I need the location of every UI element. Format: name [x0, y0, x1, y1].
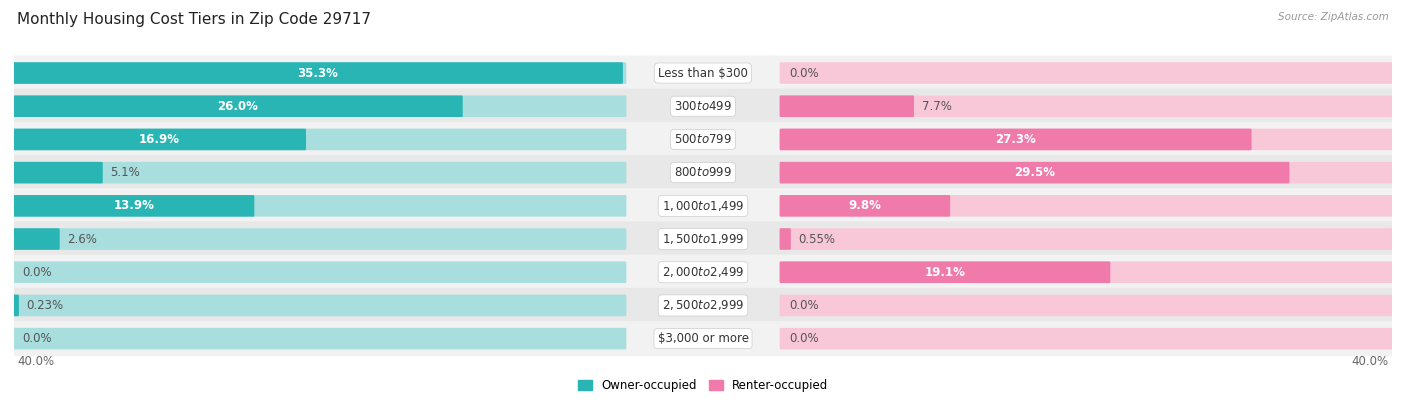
FancyBboxPatch shape [13, 295, 18, 316]
FancyBboxPatch shape [13, 295, 626, 316]
Text: 27.3%: 27.3% [995, 133, 1036, 146]
FancyBboxPatch shape [13, 162, 626, 183]
FancyBboxPatch shape [13, 129, 307, 150]
Text: 26.0%: 26.0% [218, 100, 259, 113]
FancyBboxPatch shape [780, 162, 1289, 183]
FancyBboxPatch shape [13, 328, 626, 349]
FancyBboxPatch shape [780, 129, 1393, 150]
FancyBboxPatch shape [780, 129, 1251, 150]
Text: 35.3%: 35.3% [298, 66, 339, 80]
Text: 0.0%: 0.0% [789, 66, 818, 80]
FancyBboxPatch shape [13, 62, 623, 84]
FancyBboxPatch shape [13, 321, 1393, 356]
Text: $300 to $499: $300 to $499 [673, 100, 733, 113]
FancyBboxPatch shape [780, 261, 1111, 283]
FancyBboxPatch shape [13, 195, 254, 217]
Text: $1,000 to $1,499: $1,000 to $1,499 [662, 199, 744, 213]
Text: 0.23%: 0.23% [27, 299, 63, 312]
FancyBboxPatch shape [780, 295, 1393, 316]
FancyBboxPatch shape [13, 255, 1393, 290]
Text: 0.55%: 0.55% [799, 232, 835, 246]
Text: Monthly Housing Cost Tiers in Zip Code 29717: Monthly Housing Cost Tiers in Zip Code 2… [17, 12, 371, 27]
FancyBboxPatch shape [13, 162, 103, 183]
FancyBboxPatch shape [780, 228, 790, 250]
FancyBboxPatch shape [13, 56, 1393, 90]
Text: 5.1%: 5.1% [111, 166, 141, 179]
FancyBboxPatch shape [780, 195, 950, 217]
Text: 9.8%: 9.8% [848, 199, 882, 212]
FancyBboxPatch shape [13, 62, 626, 84]
FancyBboxPatch shape [13, 228, 626, 250]
Text: 40.0%: 40.0% [17, 355, 55, 368]
Text: 0.0%: 0.0% [789, 299, 818, 312]
FancyBboxPatch shape [13, 261, 626, 283]
Text: 7.7%: 7.7% [922, 100, 952, 113]
FancyBboxPatch shape [13, 222, 1393, 256]
Text: 19.1%: 19.1% [925, 266, 966, 279]
Text: 13.9%: 13.9% [114, 199, 155, 212]
FancyBboxPatch shape [780, 62, 1393, 84]
Text: $800 to $999: $800 to $999 [673, 166, 733, 179]
Text: 0.0%: 0.0% [22, 266, 52, 279]
FancyBboxPatch shape [13, 95, 463, 117]
FancyBboxPatch shape [780, 328, 1393, 349]
FancyBboxPatch shape [13, 129, 626, 150]
Text: Less than $300: Less than $300 [658, 66, 748, 80]
FancyBboxPatch shape [780, 162, 1393, 183]
Text: $2,500 to $2,999: $2,500 to $2,999 [662, 298, 744, 312]
FancyBboxPatch shape [13, 155, 1393, 190]
Text: 29.5%: 29.5% [1014, 166, 1054, 179]
Text: 0.0%: 0.0% [789, 332, 818, 345]
FancyBboxPatch shape [13, 89, 1393, 124]
Text: $3,000 or more: $3,000 or more [658, 332, 748, 345]
FancyBboxPatch shape [780, 195, 1393, 217]
FancyBboxPatch shape [13, 188, 1393, 223]
Text: 0.0%: 0.0% [22, 332, 52, 345]
FancyBboxPatch shape [13, 288, 1393, 323]
FancyBboxPatch shape [13, 95, 626, 117]
Text: $500 to $799: $500 to $799 [673, 133, 733, 146]
FancyBboxPatch shape [13, 228, 59, 250]
FancyBboxPatch shape [780, 261, 1393, 283]
Text: $1,500 to $1,999: $1,500 to $1,999 [662, 232, 744, 246]
FancyBboxPatch shape [780, 228, 1393, 250]
Text: 16.9%: 16.9% [139, 133, 180, 146]
FancyBboxPatch shape [780, 95, 1393, 117]
Text: $2,000 to $2,499: $2,000 to $2,499 [662, 265, 744, 279]
Text: 2.6%: 2.6% [67, 232, 97, 246]
Text: Source: ZipAtlas.com: Source: ZipAtlas.com [1278, 12, 1389, 22]
Text: 40.0%: 40.0% [1351, 355, 1389, 368]
FancyBboxPatch shape [13, 195, 626, 217]
Legend: Owner-occupied, Renter-occupied: Owner-occupied, Renter-occupied [572, 375, 834, 397]
FancyBboxPatch shape [13, 122, 1393, 157]
FancyBboxPatch shape [780, 95, 914, 117]
